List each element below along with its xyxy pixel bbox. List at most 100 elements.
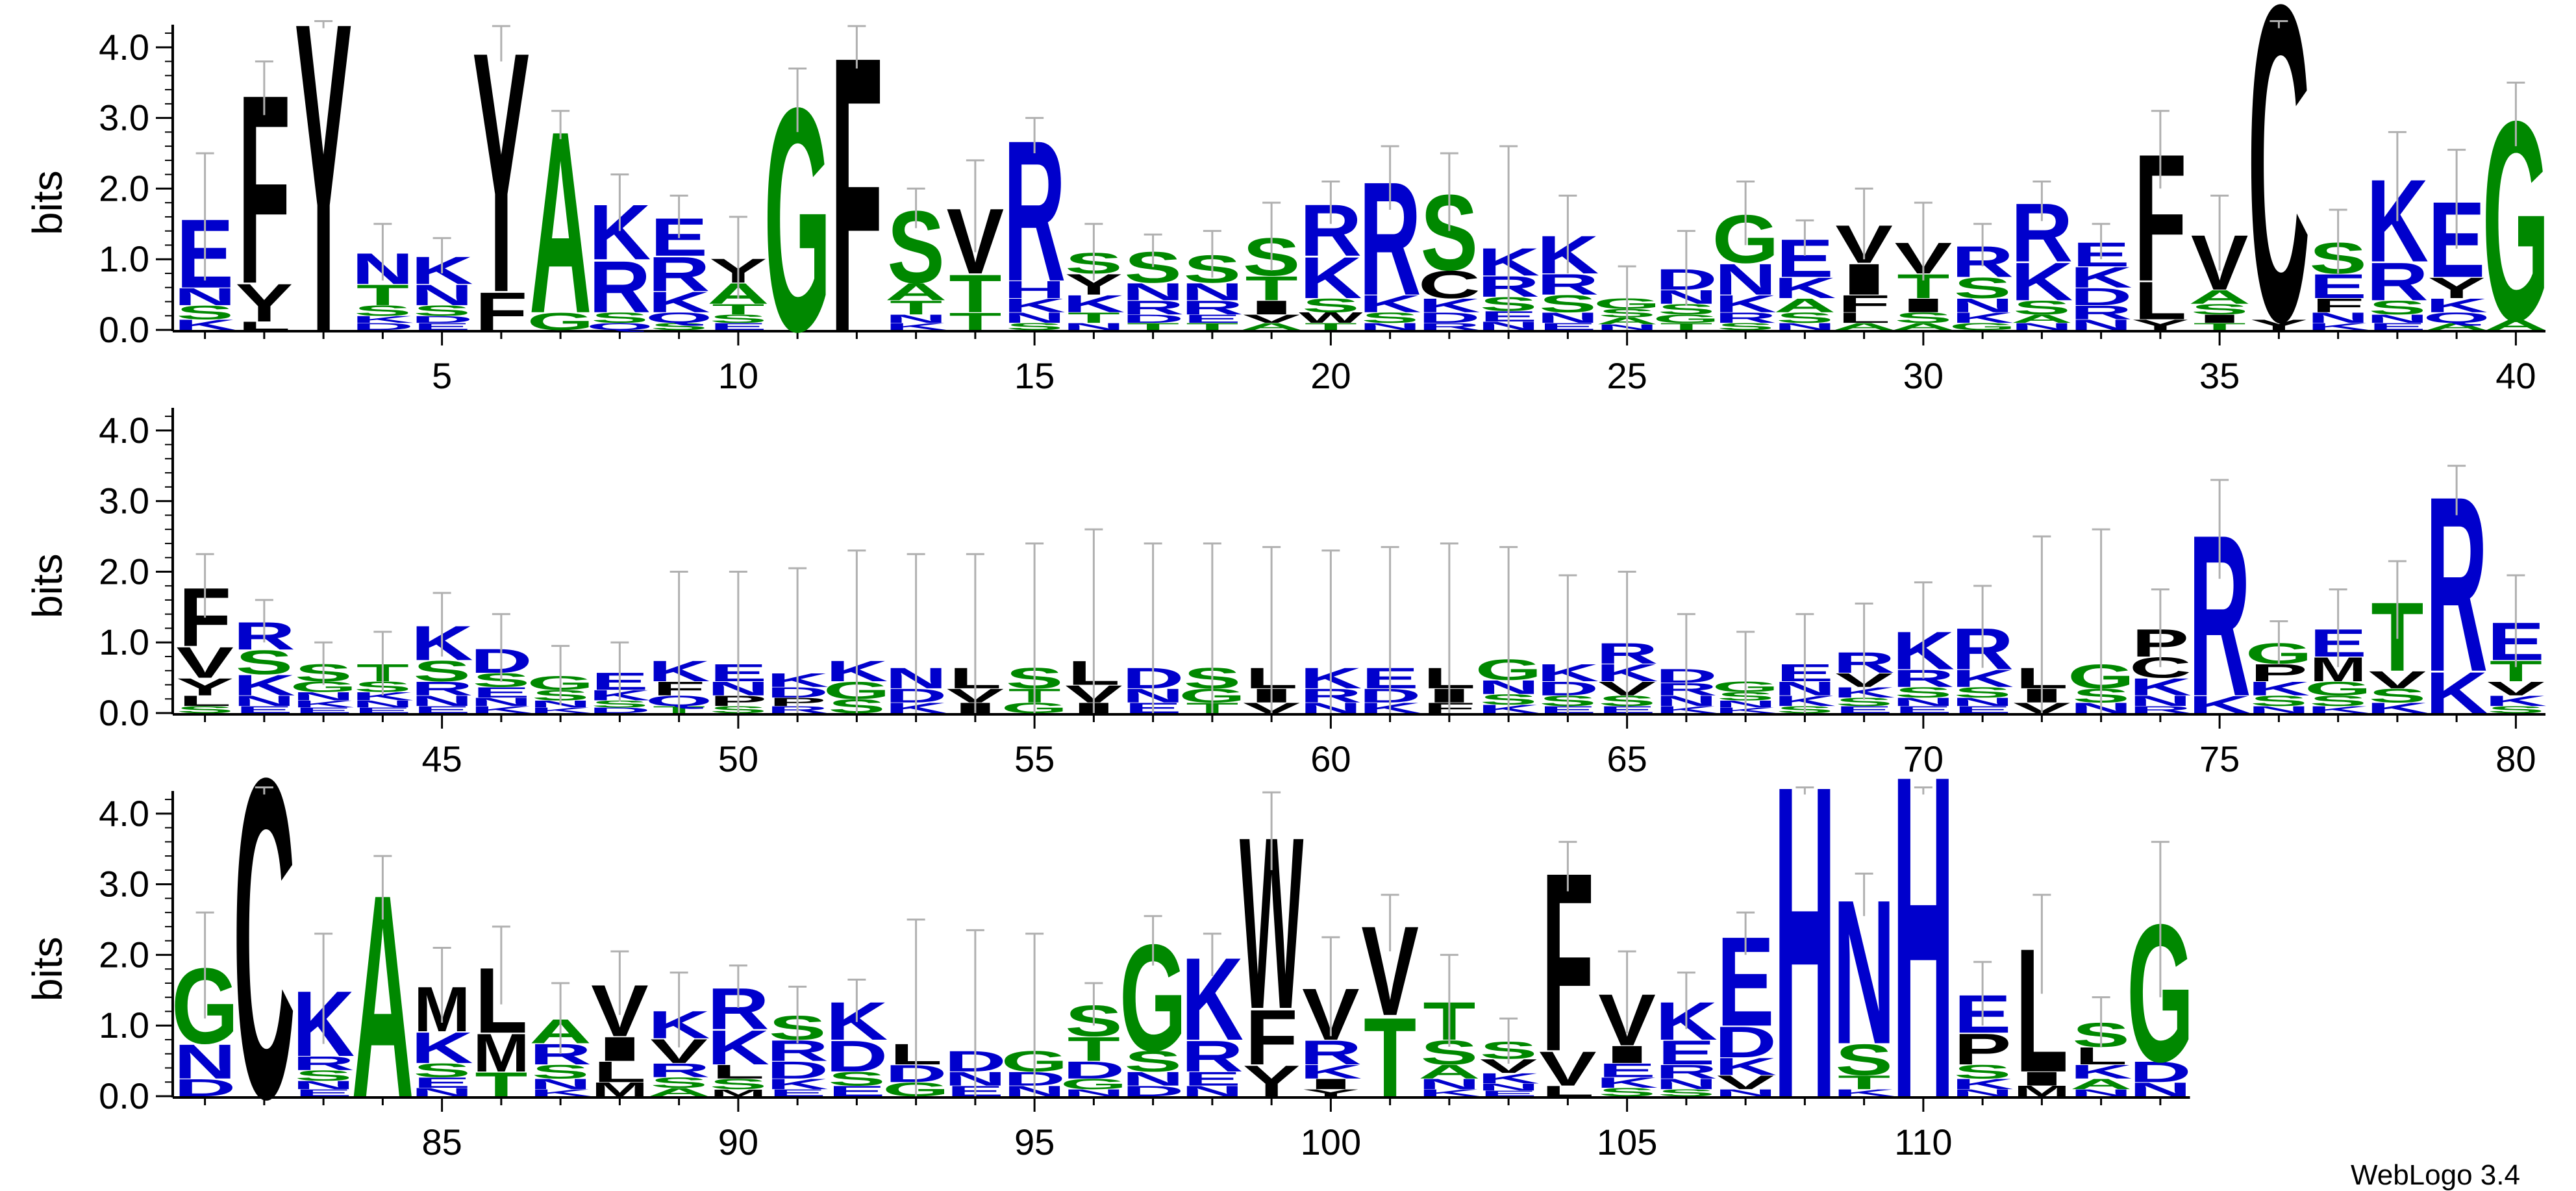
- logo-letter: E: [1835, 704, 1893, 715]
- logo-column-81: DNG: [171, 911, 238, 1101]
- logo-letter: R: [1181, 1032, 1244, 1081]
- x-tick-label: 110: [1894, 1122, 1952, 1162]
- logo-letter: C: [2247, 0, 2310, 416]
- logo-letter: I: [1895, 295, 1951, 317]
- logo-letter: F: [2312, 295, 2364, 317]
- logo-column-101: TV: [1361, 894, 1419, 1120]
- x-tick-label: 45: [421, 738, 462, 779]
- logo-letter: R: [648, 1060, 710, 1082]
- logo-letter: R: [1714, 310, 1777, 326]
- logo-column-6: FY: [473, 0, 531, 364]
- logo-letter: F: [831, 0, 883, 413]
- logo-letter: E: [1539, 321, 1597, 332]
- logo-letter: T: [949, 264, 1001, 323]
- logo-letter: S: [650, 321, 708, 332]
- x-tick-label: 55: [1014, 738, 1055, 779]
- logo-letter: N: [351, 699, 414, 710]
- logo-letter: P: [2250, 659, 2308, 686]
- x-tick-label: 70: [1903, 738, 1944, 779]
- logo-letter: R: [292, 1053, 355, 1075]
- logo-letter: S: [710, 312, 768, 325]
- logo-letter: S: [828, 1068, 886, 1090]
- logo-letter: G: [1060, 1076, 1127, 1092]
- logo-letter: Y: [176, 673, 234, 701]
- logo-letter: K: [2307, 704, 2370, 715]
- logo-letter: N: [411, 693, 473, 709]
- logo-letter: Y: [1302, 1087, 1360, 1098]
- logo-letter: I: [1244, 297, 1300, 319]
- logo-letter: N: [2010, 321, 2073, 332]
- logo-letter: S: [1954, 1061, 2012, 1083]
- logo-letter: K: [411, 1023, 473, 1072]
- logo-letter: T: [356, 279, 409, 312]
- logo-letter: K: [2010, 252, 2073, 312]
- logo-letter: K: [1003, 295, 1066, 317]
- x-tick-label: 25: [1607, 355, 1647, 396]
- y-tick-label: 1.0: [99, 1005, 149, 1046]
- logo-letter: K: [2070, 1061, 2132, 1083]
- y-tick-label: 0.0: [99, 309, 149, 350]
- logo-letter: S: [650, 1075, 708, 1091]
- logo-letter: D: [825, 1032, 888, 1081]
- logo-letter: A: [1892, 321, 1955, 332]
- logo-letter: K: [885, 321, 947, 332]
- logo-letter: K: [1951, 1076, 2014, 1092]
- logo-column-57: END: [1122, 542, 1184, 716]
- logo-letter: M: [473, 1023, 529, 1083]
- logo-letter: S: [354, 303, 412, 319]
- logo-letter: K: [1833, 1087, 1895, 1098]
- logo-letter: K: [2307, 321, 2370, 332]
- logo-column-112: MIL: [2014, 894, 2070, 1109]
- logo-letter: E: [1954, 704, 2012, 715]
- y-tick-label: 2.0: [99, 168, 149, 208]
- logo-column-60: NRK: [1299, 549, 1362, 716]
- logo-column-94: END: [944, 929, 1007, 1099]
- logo-column-11: G: [764, 42, 831, 398]
- logo-letter: E: [769, 1087, 827, 1098]
- y-tick-label: 1.0: [99, 238, 149, 279]
- x-tick-label: 15: [1014, 355, 1055, 396]
- logo-letter: S: [710, 1076, 768, 1092]
- y-tick-label: 4.0: [99, 27, 149, 68]
- logo-letter: S: [1776, 310, 1834, 326]
- logo-letter: N: [1062, 321, 1125, 332]
- logo-letter: D: [411, 314, 473, 325]
- logo-letter: T: [1245, 270, 1298, 308]
- y-tick-label: 4.0: [99, 410, 149, 451]
- logo-letter: I: [1303, 1076, 1359, 1092]
- logo-letter: S: [295, 1068, 353, 1084]
- logo-letter: I: [592, 1030, 648, 1068]
- logo-letter: H: [1892, 680, 1955, 1190]
- logo-letter: E: [1895, 704, 1953, 715]
- logo-letter: V: [2369, 666, 2427, 694]
- logo-letter: Y: [236, 273, 294, 333]
- logo-letter: N: [1951, 696, 2014, 708]
- logo-letter: K: [470, 704, 532, 715]
- logo-letter: S: [2369, 685, 2427, 707]
- x-tick-label: 50: [718, 738, 758, 779]
- logo-letter: S: [413, 1060, 471, 1082]
- logo-letter: N: [1714, 255, 1777, 304]
- logo-column-79: KR: [2425, 445, 2488, 726]
- logo-letter: I: [2192, 312, 2248, 325]
- x-tick-label: 85: [421, 1122, 462, 1162]
- logo-letter: S: [2487, 704, 2545, 715]
- logo-letter: Y: [2250, 317, 2308, 333]
- logo-letter: A: [2484, 317, 2547, 333]
- logo-letter: K: [529, 1087, 592, 1098]
- logo-column-2: LYF: [236, 40, 294, 340]
